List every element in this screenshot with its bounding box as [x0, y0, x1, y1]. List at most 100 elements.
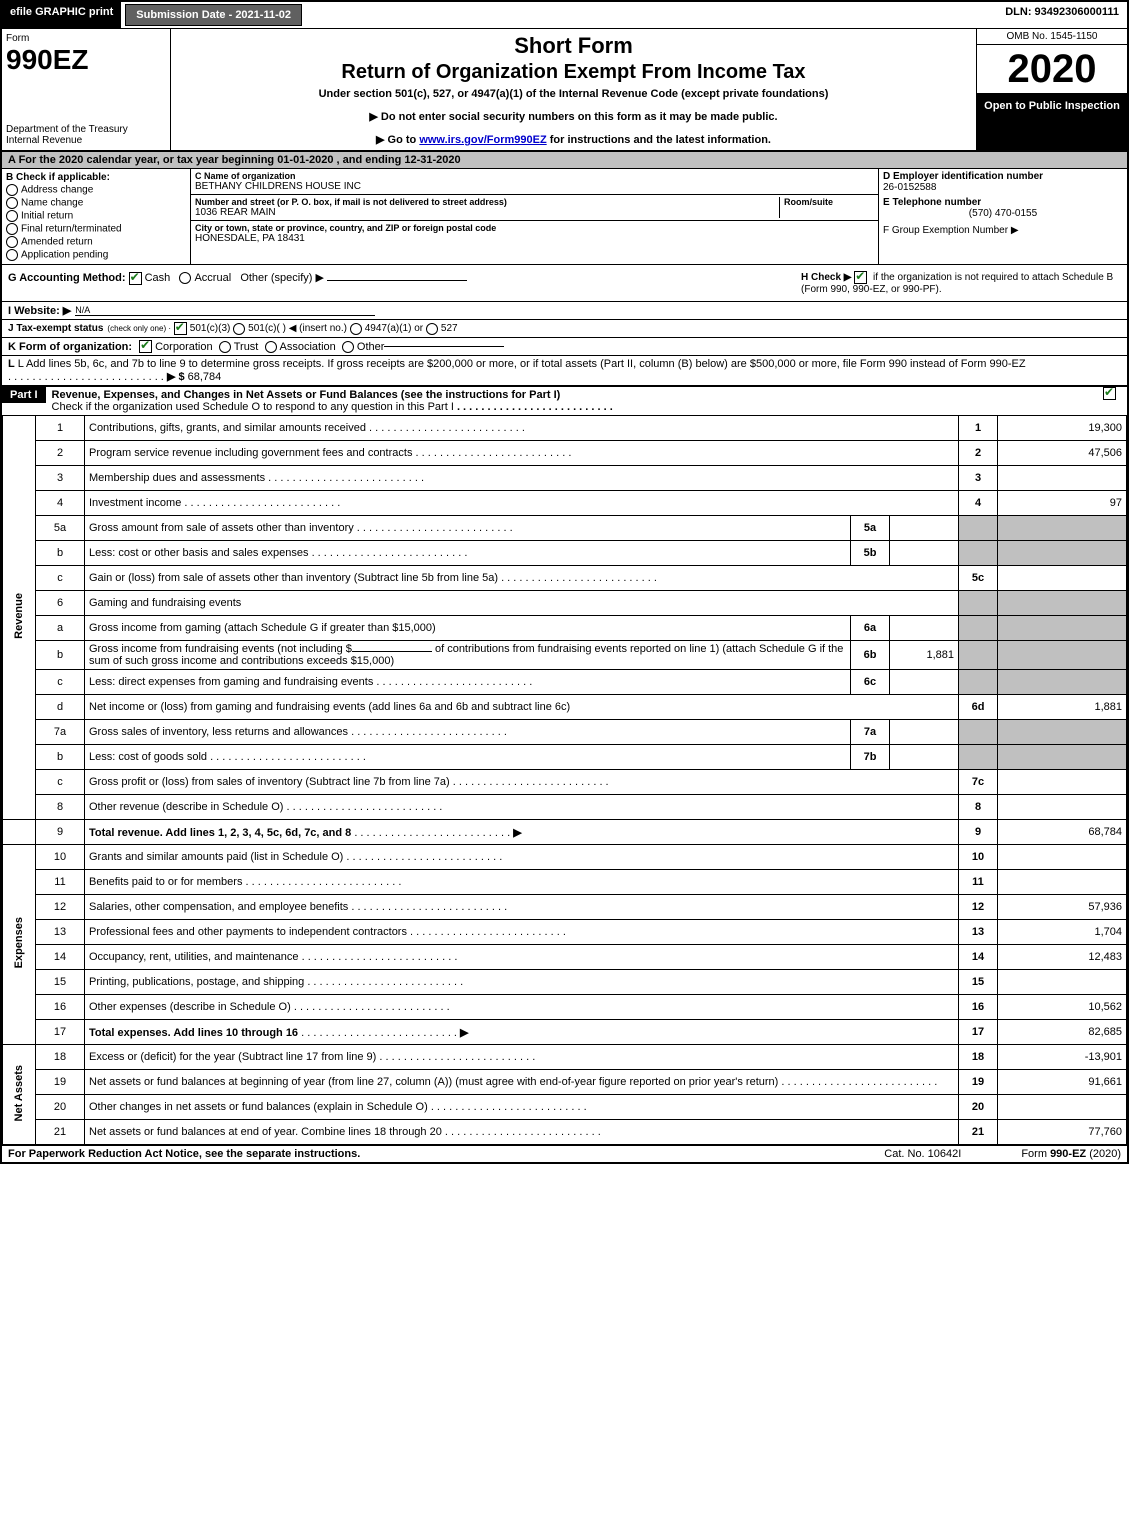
ln2-rnum: 2: [959, 441, 998, 466]
k-assoc-radio[interactable]: [265, 341, 277, 353]
ln18-val: -13,901: [998, 1045, 1127, 1070]
k-other: Other: [357, 341, 385, 353]
ln12-val: 57,936: [998, 895, 1127, 920]
org-name: BETHANY CHILDRENS HOUSE INC: [195, 181, 874, 192]
ln5c-val: [998, 566, 1127, 591]
g-other-input[interactable]: [327, 280, 467, 281]
line-6d: d Net income or (loss) from gaming and f…: [3, 695, 1127, 720]
ln8-rnum: 8: [959, 795, 998, 820]
irs-link[interactable]: www.irs.gov/Form990EZ: [419, 134, 546, 146]
ln10-num: 10: [36, 845, 85, 870]
ln13-num: 13: [36, 920, 85, 945]
ln19-rnum: 19: [959, 1070, 998, 1095]
j-note: (check only one) ·: [107, 324, 171, 333]
ln6b-subnum: 6b: [851, 641, 890, 670]
open-to-public: Open to Public Inspection: [977, 94, 1127, 150]
ln6c-subnum: 6c: [851, 670, 890, 695]
address-block: Number and street (or P. O. box, if mail…: [191, 195, 878, 221]
submission-date-button[interactable]: Submission Date - 2021-11-02: [125, 4, 302, 26]
line-9: 9 Total revenue. Add lines 1, 2, 3, 4, 5…: [3, 820, 1127, 845]
j-4947-radio[interactable]: [350, 323, 362, 335]
g-cash-checkbox[interactable]: [129, 272, 142, 285]
ln5a-desc: Gross amount from sale of assets other t…: [89, 522, 354, 534]
ln20-num: 20: [36, 1095, 85, 1120]
chk-initial-return[interactable]: Initial return: [6, 210, 186, 222]
ln9-desc: Total revenue. Add lines 1, 2, 3, 4, 5c,…: [89, 827, 351, 839]
ln5c-num: c: [36, 566, 85, 591]
k-other-input[interactable]: [384, 346, 504, 347]
ln2-val: 47,506: [998, 441, 1127, 466]
line-13: 13 Professional fees and other payments …: [3, 920, 1127, 945]
line-18: Net Assets 18 Excess or (deficit) for th…: [3, 1045, 1127, 1070]
line-7c: c Gross profit or (loss) from sales of i…: [3, 770, 1127, 795]
revenue-sidebar: Revenue: [3, 416, 36, 820]
col-b-checkboxes: B Check if applicable: Address change Na…: [2, 169, 191, 264]
ln6b-blank[interactable]: [352, 651, 432, 652]
ln6-num: 6: [36, 591, 85, 616]
chk-name-change[interactable]: Name change: [6, 197, 186, 209]
ln6c-num: c: [36, 670, 85, 695]
tax-year: 2020: [977, 45, 1127, 94]
ln9-arrow: ▶: [513, 827, 521, 839]
col-def: D Employer identification number 26-0152…: [878, 169, 1127, 264]
ln13-val: 1,704: [998, 920, 1127, 945]
l-dots: [8, 371, 164, 383]
chk-address-change[interactable]: Address change: [6, 184, 186, 196]
ln16-val: 10,562: [998, 995, 1127, 1020]
line-17: 17 Total expenses. Add lines 10 through …: [3, 1020, 1127, 1045]
subtitle: Under section 501(c), 527, or 4947(a)(1)…: [177, 88, 970, 100]
ln4-val: 97: [998, 491, 1127, 516]
phone-value: (570) 470-0155: [883, 208, 1123, 219]
j-501c-radio[interactable]: [233, 323, 245, 335]
k-corp-checkbox[interactable]: [139, 340, 152, 353]
l-arrow: ▶ $: [167, 371, 185, 383]
line-5b: b Less: cost or other basis and sales ex…: [3, 541, 1127, 566]
ln5b-desc: Less: cost or other basis and sales expe…: [89, 547, 309, 559]
chk-amended-return[interactable]: Amended return: [6, 236, 186, 248]
ln18-num: 18: [36, 1045, 85, 1070]
ln6-rnum-shade: [959, 591, 998, 616]
line-20: 20 Other changes in net assets or fund b…: [3, 1095, 1127, 1120]
ln2-num: 2: [36, 441, 85, 466]
ln6a-subval: [890, 616, 959, 641]
line-3: 3 Membership dues and assessments 3: [3, 466, 1127, 491]
top-bar: efile GRAPHIC print Submission Date - 20…: [2, 2, 1127, 29]
k-trust-radio[interactable]: [219, 341, 231, 353]
j-501c3-checkbox[interactable]: [174, 322, 187, 335]
note-ssn: ▶ Do not enter social security numbers o…: [177, 110, 970, 123]
ln11-rnum: 11: [959, 870, 998, 895]
ln7a-num: 7a: [36, 720, 85, 745]
part1-title: Revenue, Expenses, and Changes in Net As…: [52, 389, 561, 401]
form-page: efile GRAPHIC print Submission Date - 20…: [0, 0, 1129, 1164]
line-10: Expenses 10 Grants and similar amounts p…: [3, 845, 1127, 870]
title-short-form: Short Form: [177, 33, 970, 59]
h-checkbox[interactable]: [854, 271, 867, 284]
ln19-desc: Net assets or fund balances at beginning…: [89, 1076, 778, 1088]
efile-print-label[interactable]: efile GRAPHIC print: [2, 2, 121, 28]
ln3-val: [998, 466, 1127, 491]
chk-final-return[interactable]: Final return/terminated: [6, 223, 186, 235]
part1-schedule-o-checkbox[interactable]: [1103, 387, 1116, 400]
line-15: 15 Printing, publications, postage, and …: [3, 970, 1127, 995]
g-label: G Accounting Method:: [8, 272, 126, 284]
ln18-rnum: 18: [959, 1045, 998, 1070]
chk-application-pending[interactable]: Application pending: [6, 249, 186, 261]
line-4: 4 Investment income 4 97: [3, 491, 1127, 516]
g-accrual-radio[interactable]: [179, 272, 191, 284]
ln10-val: [998, 845, 1127, 870]
ln16-rnum: 16: [959, 995, 998, 1020]
addr-label: Number and street (or P. O. box, if mail…: [195, 197, 779, 207]
ln6c-rnum-shade: [959, 670, 998, 695]
ln7a-subnum: 7a: [851, 720, 890, 745]
ln7b-subnum: 7b: [851, 745, 890, 770]
e-label: E Telephone number: [883, 197, 1123, 208]
ln12-desc: Salaries, other compensation, and employ…: [89, 901, 348, 913]
line-8: 8 Other revenue (describe in Schedule O)…: [3, 795, 1127, 820]
line-11: 11 Benefits paid to or for members 11: [3, 870, 1127, 895]
ein-value: 26-0152588: [883, 182, 1123, 193]
line-2: 2 Program service revenue including gove…: [3, 441, 1127, 466]
k-other-radio[interactable]: [342, 341, 354, 353]
ln6b-num: b: [36, 641, 85, 670]
j-527-radio[interactable]: [426, 323, 438, 335]
part1-title-block: Revenue, Expenses, and Changes in Net As…: [46, 387, 1103, 415]
